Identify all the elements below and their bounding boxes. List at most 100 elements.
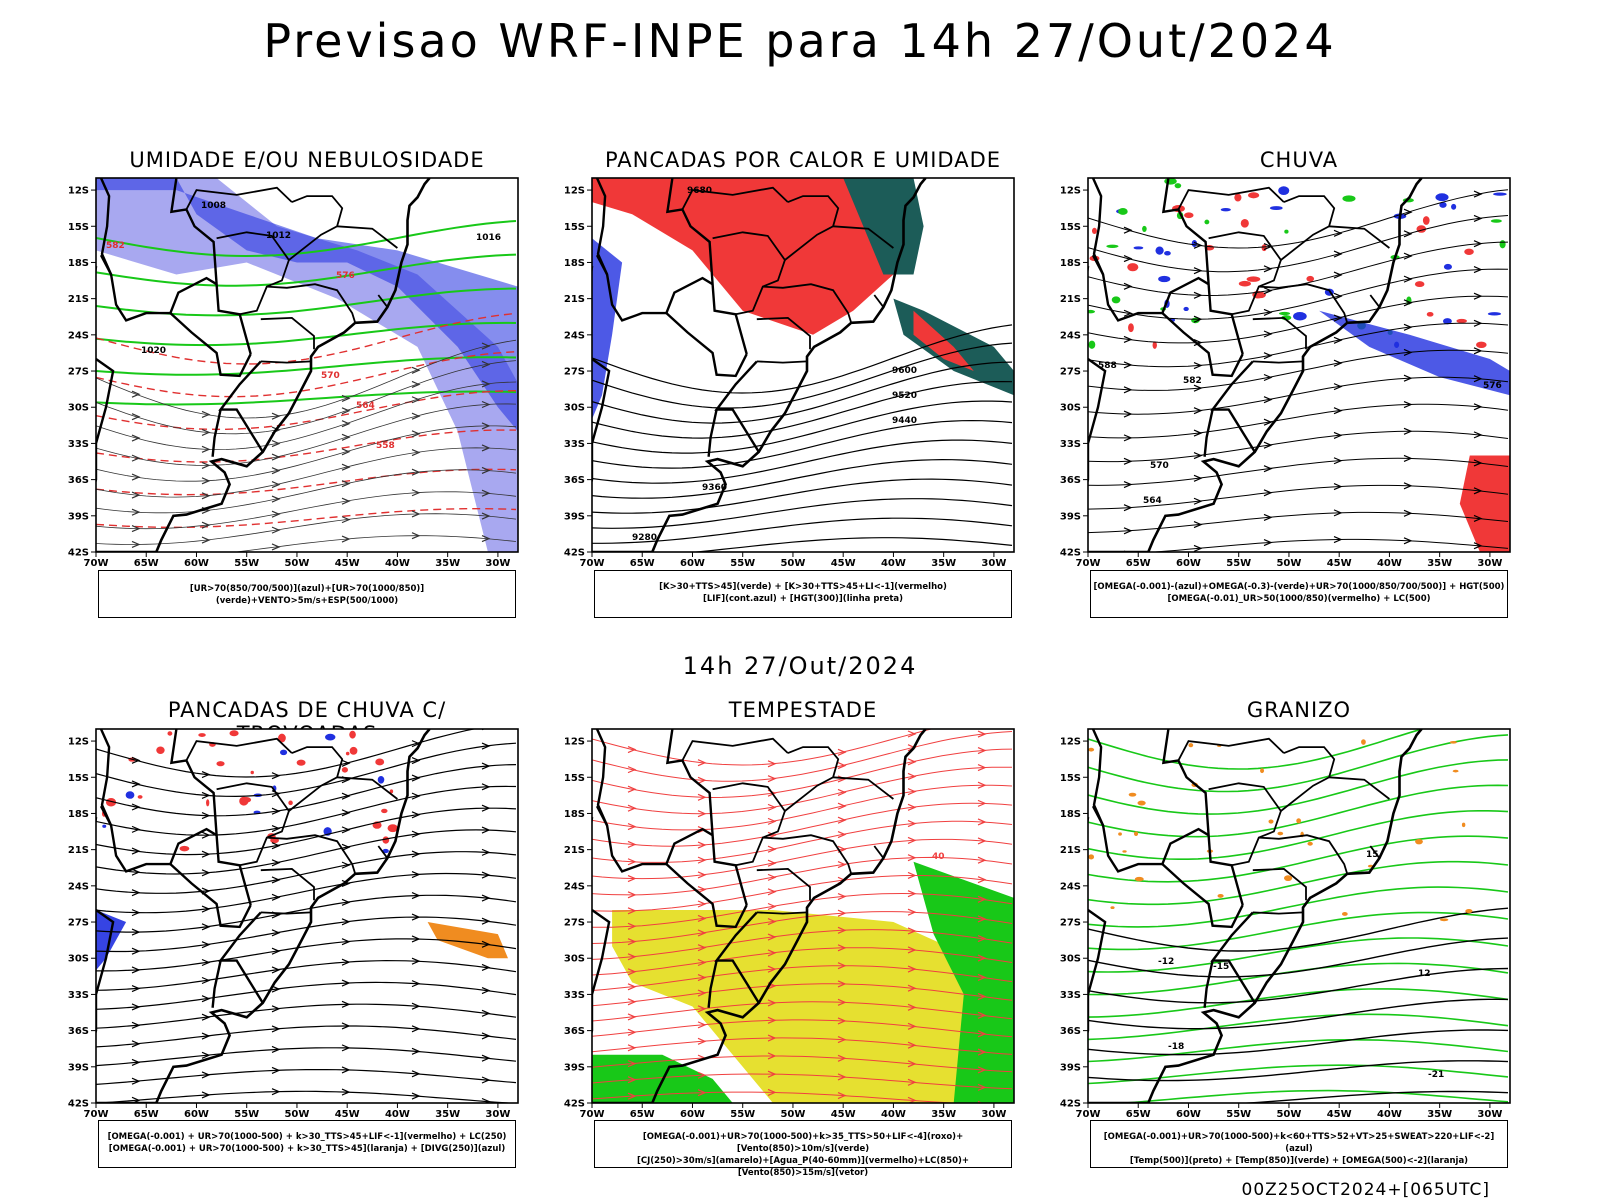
rain-cell bbox=[1493, 193, 1507, 196]
lat-tick-label: 18S bbox=[1060, 809, 1081, 820]
contour-label: -15 bbox=[1213, 962, 1229, 972]
map-trovoadas[interactable]: 12S 15S 18S 21S 24S 27S 30S 33S 36S 39S 42S70W 65W 6… bbox=[96, 729, 518, 1103]
contour-label: 564 bbox=[1143, 496, 1162, 506]
lon-tick-label: 70W bbox=[1076, 1109, 1101, 1120]
lat-tick-label: 27S bbox=[564, 918, 585, 929]
rain-cell bbox=[1241, 219, 1249, 228]
omega-orange-cell bbox=[1188, 743, 1193, 747]
lat-tick-label: 21S bbox=[564, 845, 585, 856]
lat-tick-label: 15S bbox=[68, 222, 89, 233]
contour-label: 570 bbox=[321, 371, 340, 381]
legend-line: [CJ(250)>30m/s](amarelo)+[Agua_P(40-60mm… bbox=[595, 1155, 1011, 1179]
storm-cell bbox=[349, 731, 356, 739]
omega-orange-cell bbox=[1296, 818, 1301, 823]
legend-line: [OMEGA(-0.001)+UR>70(1000-500)+k<60+TTS>… bbox=[1091, 1131, 1507, 1155]
lon-tick-label: 40W bbox=[385, 1109, 410, 1120]
rain-cell bbox=[1451, 204, 1456, 210]
lat-tick-label: 12S bbox=[1060, 737, 1081, 748]
rain-cell bbox=[1089, 341, 1096, 349]
lat-tick-label: 36S bbox=[1060, 475, 1081, 486]
storm-cell bbox=[350, 747, 358, 755]
lat-tick-label: 33S bbox=[564, 990, 585, 1001]
lon-tick-label: 60W bbox=[680, 558, 705, 569]
lat-tick-label: 15S bbox=[564, 222, 585, 233]
rain-cell bbox=[1221, 208, 1231, 211]
map-umidade[interactable]: 1008 1012 1016 1020 576 570 564 558 582 12S 15S 18S… bbox=[96, 178, 518, 552]
lon-tick-label: 60W bbox=[184, 1109, 209, 1120]
omega-orange-cell bbox=[1465, 909, 1472, 913]
lon-tick-label: 65W bbox=[134, 1109, 159, 1120]
lat-tick-label: 27S bbox=[68, 367, 89, 378]
lon-tick-label: 55W bbox=[730, 1109, 755, 1120]
legend-chuva: [OMEGA(-0.001)-(azul)+OMEGA(-0.3)-(verde… bbox=[1090, 570, 1508, 618]
lat-tick-label: 12S bbox=[68, 186, 89, 197]
rain-cell bbox=[1423, 216, 1430, 225]
lat-tick-label: 30S bbox=[68, 403, 89, 414]
lon-tick-label: 55W bbox=[234, 1109, 259, 1120]
storm-cell bbox=[102, 825, 106, 828]
omega-orange-cell bbox=[1453, 770, 1459, 773]
storm-cell bbox=[229, 730, 238, 736]
map-pancadas-calor[interactable]: 96809600952094409360928012S15S18S21S24S2… bbox=[592, 178, 1014, 552]
map-tempestade[interactable]: 40 12S 15S 18S 21S 24S 27S 30S 33S 36S 39S 42S70W 65… bbox=[592, 729, 1014, 1103]
lon-tick-label: 70W bbox=[580, 1109, 605, 1120]
lat-tick-label: 24S bbox=[68, 330, 89, 341]
legend-line: [OMEGA(-0.01)_UR>50(1000/850)(vermelho) … bbox=[1091, 593, 1507, 605]
lat-tick-label: 33S bbox=[1060, 439, 1081, 450]
lon-tick-label: 65W bbox=[630, 1109, 655, 1120]
rain-cell bbox=[1293, 312, 1307, 320]
lat-tick-label: 30S bbox=[564, 403, 585, 414]
legend-pancadas-calor: [K>30+TTS>45](verde) + [K>30+TTS>45+LI<-… bbox=[594, 570, 1012, 618]
lat-tick-label: 42S bbox=[1060, 548, 1081, 559]
valid-time-subtitle: 14h 27/Out/2024 bbox=[0, 652, 1600, 680]
storm-cell bbox=[242, 797, 251, 803]
panel-title-chuva: CHUVA bbox=[1088, 148, 1510, 172]
contour-label: 582 bbox=[106, 241, 125, 251]
lon-tick-label: 50W bbox=[284, 1109, 309, 1120]
storm-cell bbox=[167, 731, 172, 735]
rain-cell bbox=[1444, 264, 1452, 270]
omega-orange-cell bbox=[1462, 823, 1465, 827]
map-granizo[interactable]: -12 -15 -18 -21 12 15 12S 15S 18S 21S 24S 27S 30S 33S… bbox=[1088, 729, 1510, 1103]
lon-tick-label: 65W bbox=[134, 558, 159, 569]
omega-orange-cell bbox=[1218, 894, 1224, 898]
lat-tick-label: 21S bbox=[68, 845, 89, 856]
lon-tick-label: 45W bbox=[335, 558, 360, 569]
lat-tick-label: 18S bbox=[68, 809, 89, 820]
lat-tick-label: 39S bbox=[564, 1062, 585, 1073]
storm-cell bbox=[126, 791, 135, 799]
storm-cell bbox=[288, 801, 293, 806]
storm-cell bbox=[216, 761, 224, 766]
rain-cell bbox=[1112, 296, 1121, 303]
legend-line: [LIF](cont.azul) + [HGT(300)](linha pret… bbox=[595, 593, 1011, 605]
map-chuva[interactable]: 588 582 576 570 564 12S 15S 18S 21S 24S 27S 30S 33S 3… bbox=[1088, 178, 1510, 552]
omega-orange-cell bbox=[1342, 912, 1348, 916]
lat-tick-label: 36S bbox=[1060, 1026, 1081, 1037]
lon-tick-label: 55W bbox=[1226, 1109, 1251, 1120]
lat-tick-label: 12S bbox=[1060, 186, 1081, 197]
lon-tick-label: 60W bbox=[184, 558, 209, 569]
lon-tick-label: 70W bbox=[580, 558, 605, 569]
rain-cell bbox=[1164, 251, 1171, 256]
rain-cell bbox=[1248, 192, 1259, 198]
legend-line: [OMEGA(-0.001)+UR>70(1000-500)+k>35_TTS>… bbox=[595, 1131, 1011, 1155]
lat-tick-label: 21S bbox=[1060, 845, 1081, 856]
main-title: Previsao WRF-INPE para 14h 27/Out/2024 bbox=[0, 14, 1600, 68]
lat-tick-label: 42S bbox=[1060, 1099, 1081, 1110]
lat-tick-label: 33S bbox=[564, 439, 585, 450]
rain-cell bbox=[1118, 208, 1128, 215]
storm-cell bbox=[325, 734, 335, 741]
lon-tick-label: 40W bbox=[881, 1109, 906, 1120]
contour-label: 558 bbox=[376, 441, 395, 451]
lat-tick-label: 39S bbox=[564, 511, 585, 522]
omega-orange-cell bbox=[1277, 832, 1283, 836]
lat-tick-label: 36S bbox=[68, 1026, 89, 1037]
lon-tick-label: 50W bbox=[284, 558, 309, 569]
lon-tick-label: 45W bbox=[1327, 558, 1352, 569]
lat-tick-label: 42S bbox=[68, 548, 89, 559]
lon-tick-label: 50W bbox=[780, 1109, 805, 1120]
rain-cell bbox=[1247, 276, 1261, 281]
rain-cell bbox=[1342, 195, 1355, 201]
lat-tick-label: 36S bbox=[564, 475, 585, 486]
rain-cell bbox=[1476, 342, 1487, 348]
